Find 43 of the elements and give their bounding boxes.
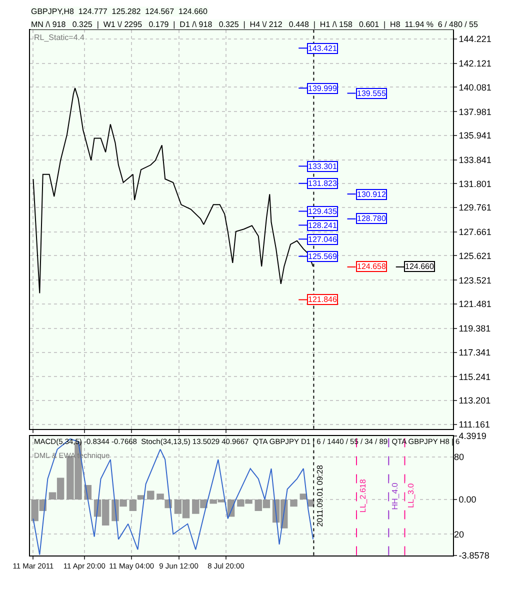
y-tick-label: -3.8578 <box>458 550 490 560</box>
y-tick-label: 135.941 <box>458 130 492 141</box>
ref-line-label: 133.301 <box>308 162 338 171</box>
y-tick-label: 121.481 <box>458 299 492 310</box>
ref-line-label: LL_2.618 <box>358 478 368 513</box>
ref-line-label: 128.780 <box>357 214 386 223</box>
y-tick-label: 137.981 <box>458 106 492 117</box>
ref-line-label: 125.569 <box>308 252 338 261</box>
y-tick-label: 115.241 <box>458 372 491 382</box>
ref-line-label: 124.658 <box>357 262 386 271</box>
y-tick-label: 111.161 <box>458 419 490 430</box>
y-tick-label: 142.121 <box>458 58 492 68</box>
ref-line-label: HH_4.0 <box>390 482 400 510</box>
ref-line-label: 128.241 <box>308 221 338 230</box>
y-tick-label: 140.081 <box>458 82 492 92</box>
chart-title: GBPJPY,H8 124.777 125.282 124.567 124.660 <box>31 7 208 16</box>
ref-line-label: 143.421 <box>308 44 338 53</box>
ref-line-label: 124.660 <box>405 262 434 271</box>
y2-tick-label: 20 <box>454 529 464 540</box>
y-tick-label: 4.3919 <box>458 431 486 442</box>
y-tick-label: 131.801 <box>458 178 492 189</box>
y-tick-label: 117.341 <box>458 347 491 358</box>
y-tick-label: 119.381 <box>458 324 491 334</box>
annotation: RL_Static=4.4 <box>34 33 86 42</box>
y-tick-label: 144.221 <box>458 34 492 44</box>
y-tick-label: 125.621 <box>458 250 492 261</box>
y-tick-label: 133.841 <box>458 155 492 166</box>
ref-line-label: 129.435 <box>308 207 338 216</box>
ref-line-label: 2011.09.01 09:28 <box>316 464 325 527</box>
ref-line-label: 121.846 <box>308 295 338 304</box>
chart-subtitle: MN /\ 918 0.325 | W1 \/ 2295 0.179 | D1 /\ 918 0.325 | H4 \/ 212 0.448 | H1 /\ 158 0.601 | H8 11.94 % 6 / 480 / 55 <box>31 20 479 29</box>
y-tick-label: 113.201 <box>458 396 491 406</box>
y-tick-label: 123.521 <box>458 275 492 286</box>
ref-line-label: LL_3.0 <box>406 482 416 508</box>
ref-line-label: 130.912 <box>357 190 386 199</box>
y-tick-label: 129.761 <box>458 202 492 213</box>
ref-line-label: 139.555 <box>357 89 386 98</box>
y-tick-label: 127.661 <box>458 227 492 238</box>
y2-tick-label: 80 <box>454 452 464 462</box>
ref-line-label: 127.046 <box>308 235 338 244</box>
ref-line-label: 139.999 <box>308 84 338 93</box>
ref-line-label: 131.823 <box>308 179 338 188</box>
y-tick-label: 0.00 <box>458 494 476 505</box>
